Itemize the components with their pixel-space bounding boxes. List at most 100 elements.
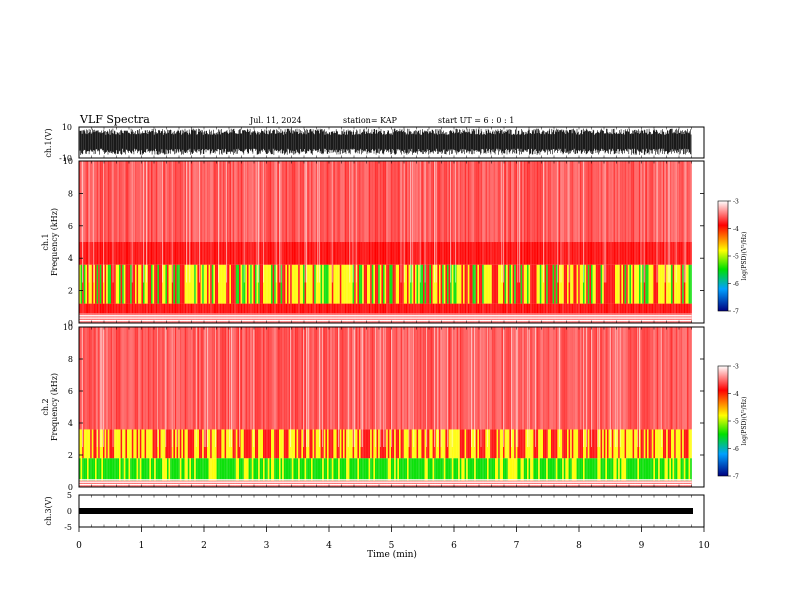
spectrogram-cell [371,458,374,481]
ch2-colorbar-label: log(PSD)(V²/Hz) [741,397,748,446]
spectrogram-cell [255,458,257,481]
spectrogram-cell [183,242,185,265]
spectrogram-cell [418,303,420,314]
spectrogram-cell [283,480,286,487]
spectrogram-cell [287,458,289,481]
spectrogram-cell [247,327,249,430]
spectrogram-cell [314,480,316,487]
spectrogram-streak [619,327,621,447]
spectrogram-cell [327,327,329,430]
spectrogram-cell [589,458,591,481]
spectrogram-cell [202,458,204,481]
spectrogram-cell [167,480,169,487]
spectrogram-cell [83,327,86,430]
spectrogram-cell [608,264,611,304]
spectrogram-cell [176,161,179,242]
spectrogram-cell [439,242,441,265]
spectrogram-cell [562,429,564,459]
spectrogram-cell [200,458,203,481]
spectrogram-cell [506,303,508,314]
spectrogram-cell [307,303,310,314]
spectrogram-cell [299,327,302,430]
spectrogram-streak [239,327,240,447]
spectrogram-cell [98,480,100,487]
spectrogram-cell [411,429,414,459]
spectrogram-cell [576,161,579,242]
spectrogram-cell [183,429,185,459]
spectrogram-cell [384,429,387,459]
spectrogram-cell [642,242,644,265]
spectrogram-cell [640,429,643,459]
spectrogram-cell [503,458,505,481]
spectrogram-streak [656,161,658,283]
spectrogram-cell [658,429,660,459]
spectrogram-cell [346,458,348,481]
spectrogram-cell [267,480,270,487]
spectrogram-cell [573,458,575,481]
spectrogram-cell [461,242,463,265]
spectrogram-cell [341,327,343,430]
spectrogram-cell [317,264,319,304]
spectrogram-cell [151,264,153,304]
spectrogram-cell [184,480,187,487]
spectrogram-cell [418,242,420,265]
spectrogram-cell [663,327,665,430]
spectrogram-cell [589,480,591,487]
spectrogram-cell [547,480,550,487]
spectrogram-cell [387,161,390,242]
spectrogram-cell [119,480,121,487]
spectrogram-cell [295,242,297,265]
spectrogram-cell [519,429,521,459]
spectrogram-cell [224,242,227,265]
spectrogram-cell [459,303,462,314]
spectrogram-cell [224,327,227,430]
spectrogram-cell [175,480,177,487]
spectrogram-cell [331,327,334,430]
spectrogram-cell [114,303,116,314]
spectrogram-cell [653,429,655,459]
spectrogram-cell [176,264,179,304]
spectrogram-cell [365,458,367,481]
spectrogram-cell [389,458,391,481]
spectrogram-cell [632,458,635,481]
spectrogram-cell [243,480,246,487]
spectrogram-cell [378,480,380,487]
spectrogram-cell [152,458,155,481]
spectrogram-cell [680,429,683,459]
spectrogram-cell [211,264,214,304]
spectrogram-cell [202,429,204,459]
spectrogram-streak [171,161,173,283]
spectrogram-cell [624,161,627,242]
spectrogram-cell [400,327,403,430]
spectrogram-cell [271,264,273,304]
spectrogram-cell [429,480,431,487]
spectrogram-cell [85,264,87,304]
spectrogram-cell [197,480,199,487]
spectrogram-cell [381,242,383,265]
spectrogram-cell [455,480,457,487]
spectrogram-streak [303,327,304,447]
spectrogram-streak [379,327,381,447]
spectrogram-cell [539,327,542,430]
spectrogram-cell [240,242,243,265]
spectrogram-cell [186,264,188,304]
spectrogram-cell [96,458,99,481]
spectrogram-cell [571,242,574,265]
spectrogram-cell [687,429,689,459]
spectrogram-cell [315,303,318,314]
spectrogram-cell [226,264,228,304]
spectrogram-cell [130,242,132,265]
spectrogram-cell [663,429,665,459]
spectrogram-cell [197,161,199,242]
spectrogram-cell [114,480,116,487]
spectrogram-cell [551,264,553,304]
spectrogram-cell [647,327,649,430]
spectrogram-cell [303,480,305,487]
spectrogram-cell [154,161,156,242]
spectrogram-cell [363,327,366,430]
spectrogram-cell [416,480,419,487]
spectrogram-cell [421,264,423,304]
spectrogram-cell [194,458,196,481]
spectrogram-cell [471,264,473,304]
spectrogram-cell [352,429,355,459]
